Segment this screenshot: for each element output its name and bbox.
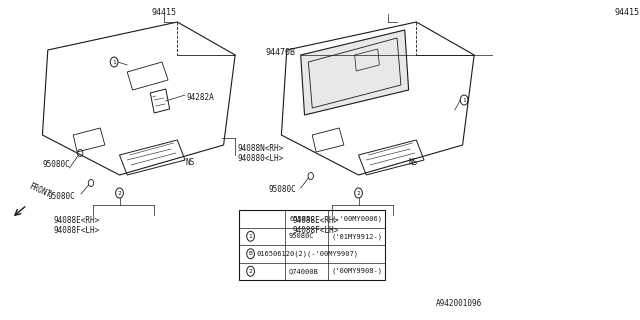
Text: 1: 1	[112, 60, 116, 65]
Text: (-'00MY0006): (-'00MY0006)	[332, 215, 383, 222]
Text: B: B	[249, 251, 252, 256]
Text: FRONT: FRONT	[27, 182, 52, 200]
Text: 940880<LH>: 940880<LH>	[237, 154, 284, 163]
Text: 94470B: 94470B	[266, 47, 296, 57]
Text: ('01MY9912-): ('01MY9912-)	[332, 233, 383, 239]
Text: 1: 1	[249, 234, 252, 239]
Text: 1: 1	[462, 98, 466, 102]
Text: 95080C: 95080C	[42, 160, 70, 169]
Text: Q74000B: Q74000B	[289, 268, 319, 274]
Text: 94088F<LH>: 94088F<LH>	[293, 226, 339, 235]
Text: ('00MY9908-): ('00MY9908-)	[332, 268, 383, 275]
Text: 2: 2	[249, 269, 252, 274]
Text: 94088E<RH>: 94088E<RH>	[54, 216, 100, 225]
Text: 94088E<RH>: 94088E<RH>	[293, 216, 339, 225]
Polygon shape	[301, 30, 408, 115]
Text: NS: NS	[408, 158, 418, 167]
Text: 94415: 94415	[152, 8, 177, 17]
Text: 65585C: 65585C	[289, 216, 315, 222]
Text: 2: 2	[356, 190, 360, 196]
Text: 94282A: 94282A	[187, 92, 214, 101]
Text: 016506120(2)(-'00MY9907): 016506120(2)(-'00MY9907)	[257, 251, 359, 257]
Text: A942001096: A942001096	[436, 299, 482, 308]
Text: 94415: 94415	[614, 8, 639, 17]
Text: NS: NS	[185, 158, 195, 167]
Text: 94088F<LH>: 94088F<LH>	[54, 226, 100, 235]
Bar	[239, 210, 385, 280]
Text: 95080C: 95080C	[48, 192, 76, 201]
Text: 95080C: 95080C	[289, 233, 315, 239]
Text: 2: 2	[118, 190, 122, 196]
Text: 94088N<RH>: 94088N<RH>	[237, 143, 284, 153]
Text: 95080C: 95080C	[268, 185, 296, 194]
